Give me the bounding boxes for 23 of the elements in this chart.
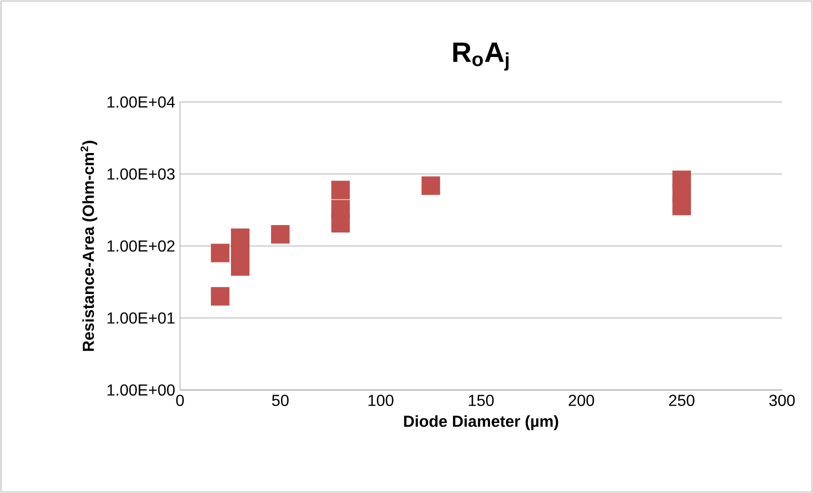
- x-tick-label: 50: [272, 394, 289, 406]
- y-tick-label: 1.00E+02: [108, 240, 174, 252]
- point: [422, 176, 440, 195]
- x-tick-label: 100: [368, 394, 394, 406]
- point: [331, 214, 350, 233]
- x-axis-title: Diode Diameter (µm): [404, 415, 558, 430]
- y-tick-label: 1.00E+03: [108, 168, 175, 180]
- point: [331, 180, 350, 200]
- y-tick-label: 1.00E+04: [108, 96, 175, 108]
- y-tick-label: 1.00E+00: [108, 384, 175, 396]
- x-tick-label: 150: [468, 394, 494, 406]
- y-axis-title: Resistance-Area (Ohm-cm$^{2}$): [80, 140, 98, 351]
- point: [210, 244, 230, 262]
- y-tick-label: 1.00E+01: [108, 312, 174, 324]
- point: [672, 196, 691, 216]
- point: [271, 225, 290, 244]
- chart-title: R$_{o}$A$_{j}$: [453, 42, 509, 71]
- x-tick-label: 0: [176, 394, 184, 406]
- point: [230, 257, 250, 276]
- x-tick-label: 300: [769, 394, 795, 406]
- point: [210, 287, 230, 306]
- x-tick-label: 250: [669, 394, 694, 406]
- x-tick-label: 200: [568, 394, 594, 406]
